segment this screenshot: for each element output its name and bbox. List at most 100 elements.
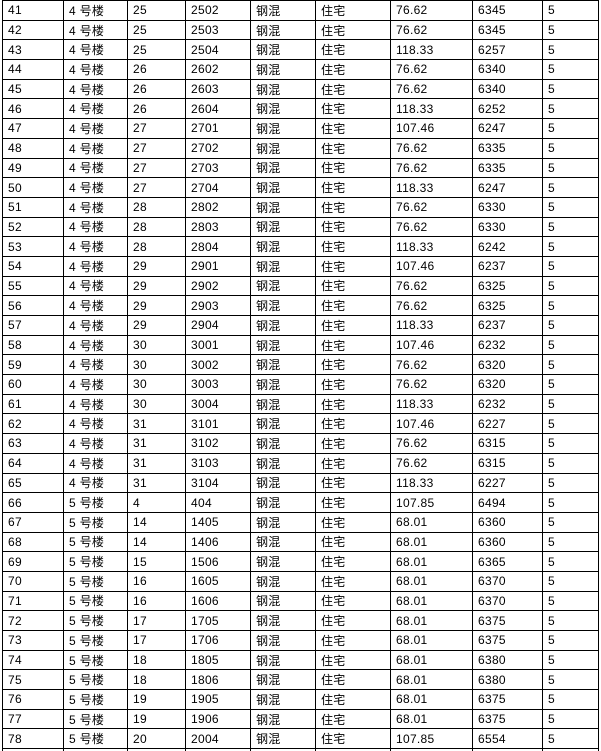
table-row: 59 4 号楼 30 3002 钢混 住宅 76.62 6320 5 <box>2 354 599 376</box>
table-cell-floor: 30 <box>127 334 186 356</box>
table-cell-row_no: 75 <box>2 669 64 691</box>
table-cell-row_no: 50 <box>2 177 64 198</box>
table-cell-price: 6315 <box>472 452 543 474</box>
table-cell-col9: 5 <box>542 374 599 395</box>
table-cell-area: 118.33 <box>390 98 473 120</box>
table-cell-structure: 钢混 <box>250 196 316 218</box>
table-cell-building: 4 号楼 <box>63 393 128 415</box>
table-cell-room: 2904 <box>185 315 251 336</box>
table-cell-area: 107.46 <box>390 413 473 435</box>
table-cell-col9: 5 <box>542 137 599 159</box>
table-cell-use_type: 住宅 <box>315 354 391 376</box>
table-cell-floor: 17 <box>127 630 186 651</box>
table-cell-col9: 5 <box>542 689 599 710</box>
table-cell-use_type: 住宅 <box>315 413 391 435</box>
table-cell-row_no: 44 <box>2 59 64 80</box>
table-cell-use_type: 住宅 <box>315 59 391 80</box>
table-cell-structure: 钢混 <box>250 708 316 730</box>
table-cell-building: 4 号楼 <box>63 0 128 21</box>
table-cell-floor: 27 <box>127 118 186 139</box>
table-cell-area: 76.62 <box>390 374 473 395</box>
table-cell-col9: 5 <box>542 590 599 612</box>
table-cell-building: 5 号楼 <box>63 689 128 710</box>
table-cell-row_no: 73 <box>2 630 64 651</box>
table-cell-price: 6242 <box>472 236 543 257</box>
table-cell-building: 5 号楼 <box>63 570 128 592</box>
table-cell-floor: 30 <box>127 354 186 376</box>
table-cell-building: 4 号楼 <box>63 472 128 494</box>
table-cell-price: 6345 <box>472 0 543 21</box>
table-cell-row_no: 67 <box>2 511 64 533</box>
table-cell-building: 4 号楼 <box>63 98 128 120</box>
table-cell-price: 6335 <box>472 137 543 159</box>
table-cell-structure: 钢混 <box>250 531 316 553</box>
table-cell-use_type: 住宅 <box>315 315 391 336</box>
table-cell-building: 4 号楼 <box>63 19 128 41</box>
table-cell-area: 118.33 <box>390 393 473 415</box>
table-cell-building: 4 号楼 <box>63 295 128 316</box>
table-cell-structure: 钢混 <box>250 472 316 494</box>
table-cell-price: 6340 <box>472 78 543 100</box>
table-cell-col9: 5 <box>542 196 599 218</box>
table-cell-price: 6554 <box>472 728 543 750</box>
table-cell-use_type: 住宅 <box>315 630 391 651</box>
table-cell-use_type: 住宅 <box>315 472 391 494</box>
table-cell-price: 6340 <box>472 59 543 80</box>
table-cell-floor: 30 <box>127 374 186 395</box>
table-cell-col9: 5 <box>542 236 599 257</box>
table-cell-structure: 钢混 <box>250 689 316 710</box>
table-cell-area: 68.01 <box>390 630 473 651</box>
table-row: 62 4 号楼 31 3101 钢混 住宅 107.46 6227 5 <box>2 413 599 435</box>
table-cell-use_type: 住宅 <box>315 551 391 572</box>
table-row: 57 4 号楼 29 2904 钢混 住宅 118.33 6237 5 <box>2 315 599 336</box>
table-cell-room: 2704 <box>185 177 251 198</box>
table-cell-building: 5 号楼 <box>63 630 128 651</box>
table-cell-price: 6237 <box>472 255 543 277</box>
table-cell-room: 1405 <box>185 511 251 533</box>
table-cell-area: 68.01 <box>390 689 473 710</box>
table-cell-price: 6494 <box>472 492 543 513</box>
table-cell-use_type: 住宅 <box>315 0 391 21</box>
table-row: 56 4 号楼 29 2903 钢混 住宅 76.62 6325 5 <box>2 295 599 316</box>
table-cell-room: 1406 <box>185 531 251 553</box>
table-cell-area: 107.85 <box>390 492 473 513</box>
table-cell-floor: 31 <box>127 413 186 435</box>
table-cell-row_no: 69 <box>2 551 64 572</box>
table-cell-floor: 25 <box>127 39 186 61</box>
table-cell-room: 1906 <box>185 708 251 730</box>
table-cell-building: 4 号楼 <box>63 78 128 100</box>
table-cell-structure: 钢混 <box>250 393 316 415</box>
table-cell-floor: 16 <box>127 570 186 592</box>
table-row: 45 4 号楼 26 2603 钢混 住宅 76.62 6340 5 <box>2 78 599 100</box>
table-cell-room: 2903 <box>185 295 251 316</box>
table-cell-floor: 28 <box>127 216 186 238</box>
table-cell-structure: 钢混 <box>250 315 316 336</box>
table-cell-area: 76.62 <box>390 157 473 179</box>
table-cell-area: 76.62 <box>390 354 473 376</box>
table-cell-structure: 钢混 <box>250 216 316 238</box>
table-cell-structure: 钢混 <box>250 590 316 612</box>
table-cell-room: 2004 <box>185 728 251 750</box>
table-cell-floor: 31 <box>127 433 186 454</box>
table-cell-structure: 钢混 <box>250 59 316 80</box>
table-cell-price: 6375 <box>472 630 543 651</box>
table-cell-structure: 钢混 <box>250 118 316 139</box>
table-cell-structure: 钢混 <box>250 649 316 671</box>
table-cell-building: 5 号楼 <box>63 649 128 671</box>
table-cell-row_no: 63 <box>2 433 64 454</box>
table-cell-floor: 25 <box>127 19 186 41</box>
table-row: 76 5 号楼 19 1905 钢混 住宅 68.01 6375 5 <box>2 689 599 710</box>
table-cell-price: 6330 <box>472 216 543 238</box>
table-cell-price: 6375 <box>472 689 543 710</box>
table-cell-building: 5 号楼 <box>63 669 128 691</box>
table-row: 41 4 号楼 25 2502 钢混 住宅 76.62 6345 5 <box>2 0 599 21</box>
table-row: 48 4 号楼 27 2702 钢混 住宅 76.62 6335 5 <box>2 137 599 159</box>
table-cell-structure: 钢混 <box>250 374 316 395</box>
table-cell-floor: 26 <box>127 78 186 100</box>
table-cell-floor: 20 <box>127 728 186 750</box>
table-cell-use_type: 住宅 <box>315 19 391 41</box>
table-cell-price: 6325 <box>472 295 543 316</box>
table-cell-price: 6320 <box>472 374 543 395</box>
table-cell-room: 1805 <box>185 649 251 671</box>
table-cell-use_type: 住宅 <box>315 433 391 454</box>
